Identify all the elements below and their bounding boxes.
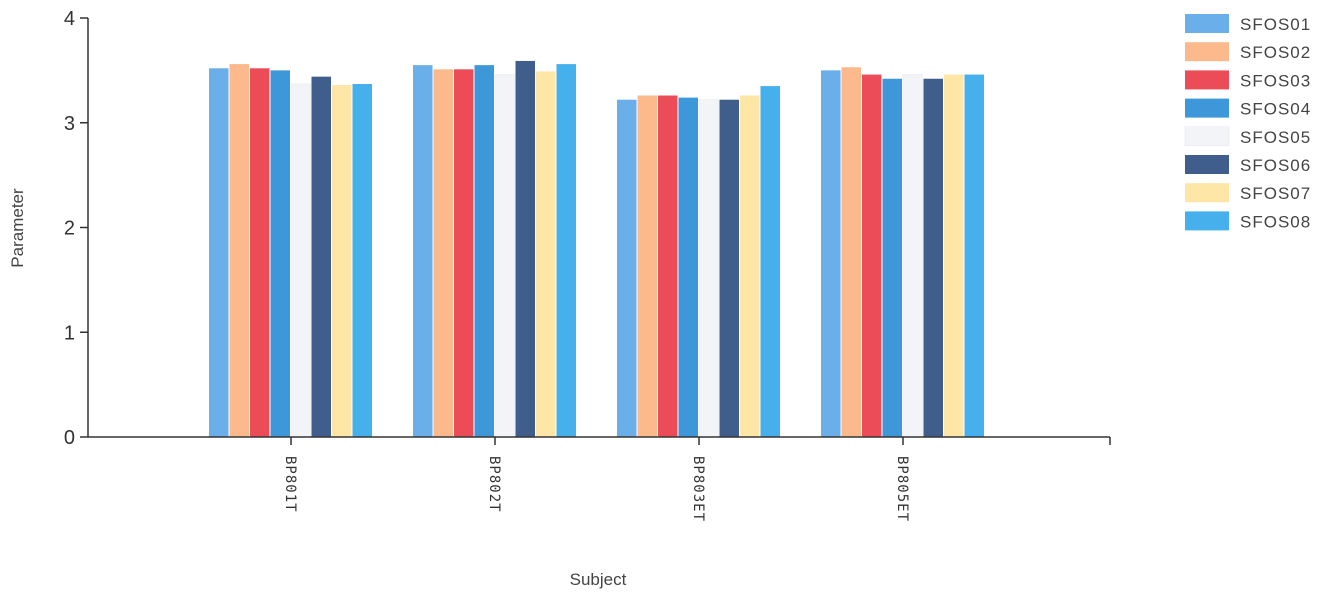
- legend-swatch: [1185, 70, 1229, 90]
- legend-item-sfos02: SFOS02: [1185, 42, 1311, 62]
- bar-sfos07-bp805et: [944, 74, 964, 437]
- bar-sfos02-bp805et: [841, 67, 861, 438]
- legend-label: SFOS01: [1240, 15, 1311, 34]
- legend-label: SFOS05: [1240, 128, 1311, 147]
- bar-sfos06-bp802t: [515, 60, 535, 437]
- bar-sfos04-bp803et: [678, 97, 698, 438]
- y-tick-label: 0: [64, 427, 75, 449]
- legend-label: SFOS03: [1240, 71, 1311, 90]
- legend-swatch: [1185, 183, 1229, 203]
- legend-swatch: [1185, 14, 1229, 33]
- bar-sfos04-bp801t: [270, 70, 290, 437]
- bar-sfos03-bp803et: [658, 95, 678, 437]
- bar-sfos08-bp803et: [760, 86, 780, 438]
- x-tick-label: BP803ET: [690, 456, 706, 522]
- bar-sfos02-bp802t: [433, 69, 453, 437]
- legend-item-sfos04: SFOS04: [1185, 98, 1311, 119]
- bar-sfos04-bp802t: [474, 65, 494, 437]
- bar-sfos06-bp803et: [719, 99, 739, 437]
- bar-sfos06-bp801t: [311, 76, 331, 437]
- legend-swatch: [1185, 155, 1229, 174]
- legend-label: SFOS04: [1240, 100, 1311, 119]
- legend-label: SFOS07: [1240, 184, 1311, 203]
- y-axis: 0 1 2 3 4: [64, 8, 89, 449]
- bar-sfos01-bp803et: [617, 99, 637, 437]
- y-tick-label: 4: [64, 8, 75, 30]
- bar-sfos02-bp801t: [229, 64, 249, 437]
- bar-sfos07-bp802t: [536, 71, 556, 438]
- bar-sfos03-bp801t: [250, 68, 270, 437]
- bar-sfos01-bp802t: [413, 65, 433, 437]
- bar-sfos08-bp802t: [556, 64, 576, 437]
- bar-sfos05-bp803et: [698, 99, 719, 438]
- bar-sfos03-bp802t: [454, 69, 474, 437]
- y-tick-label: 3: [64, 113, 75, 135]
- legend-swatch: [1185, 98, 1229, 118]
- legend-item-sfos03: SFOS03: [1185, 70, 1311, 90]
- bar-sfos01-bp805et: [821, 70, 841, 437]
- x-tick-label: BP801T: [282, 456, 298, 513]
- x-tick-label: BP802T: [486, 456, 502, 513]
- bar-sfos07-bp801t: [332, 85, 352, 437]
- bar-groups: [209, 60, 984, 438]
- legend-swatch: [1185, 42, 1229, 62]
- x-axis: BP801T BP802T BP803ET BP805ET: [88, 436, 1111, 522]
- bar-sfos05-bp802t: [494, 74, 515, 438]
- legend-swatch: [1185, 211, 1229, 231]
- legend-item-sfos08: SFOS08: [1185, 211, 1311, 231]
- bar-sfos08-bp801t: [352, 83, 372, 438]
- bar-group-bp802t: [413, 60, 576, 438]
- bar-sfos02-bp803et: [637, 95, 657, 437]
- legend-item-sfos01: SFOS01: [1185, 14, 1311, 34]
- legend-label: SFOS08: [1240, 212, 1311, 231]
- bar-sfos04-bp805et: [882, 78, 902, 437]
- bar-sfos03-bp805et: [862, 74, 882, 437]
- x-axis-title: Subject: [570, 570, 627, 589]
- bar-group-bp803et: [617, 86, 780, 438]
- y-axis-title: Parameter: [8, 188, 27, 268]
- legend: SFOS01 SFOS02 SFOS03 SFOS04 SFOS05 SFOS06 SFOS…: [1184, 14, 1311, 231]
- legend-label: SFOS02: [1240, 43, 1311, 62]
- bar-sfos07-bp803et: [740, 95, 760, 437]
- bar-sfos05-bp801t: [290, 83, 311, 438]
- x-tick-label: BP805ET: [894, 456, 910, 522]
- bar-group-bp801t: [209, 64, 372, 438]
- bar-sfos05-bp805et: [902, 74, 923, 438]
- bar-sfos01-bp801t: [209, 68, 229, 437]
- legend-label: SFOS06: [1240, 156, 1311, 175]
- bar-sfos08-bp805et: [964, 74, 984, 437]
- legend-item-sfos07: SFOS07: [1185, 183, 1311, 203]
- y-tick-label: 2: [64, 218, 75, 240]
- legend-item-sfos05: SFOS05: [1184, 126, 1311, 147]
- y-tick-label: 1: [64, 322, 75, 344]
- legend-swatch: [1184, 126, 1230, 147]
- bar-group-bp805et: [821, 67, 984, 438]
- legend-item-sfos06: SFOS06: [1185, 155, 1311, 175]
- bar-sfos06-bp805et: [923, 78, 943, 437]
